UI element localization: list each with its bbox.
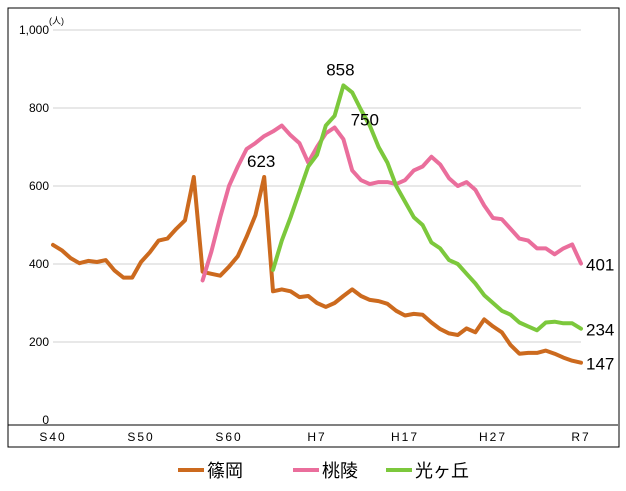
x-tick-label: H27 — [479, 430, 507, 444]
x-axis-ticks: S40 S50 S60 H7 H17 H27 R7 — [39, 430, 590, 444]
legend-label: 篠岡 — [207, 461, 243, 481]
y-tick-label: 800 — [29, 101, 49, 115]
data-labels: 623 858 750 401 234 147 — [247, 60, 614, 373]
x-tick-label: S50 — [127, 430, 154, 444]
y-tick-label: 1,000 — [19, 23, 49, 37]
y-tick-label: 200 — [29, 335, 49, 349]
x-tick-label: H7 — [307, 430, 326, 444]
series-lines — [51, 83, 583, 365]
y-tick-label: 600 — [29, 179, 49, 193]
plot-frame — [7, 7, 620, 448]
x-tick-label: S60 — [215, 430, 242, 444]
series-line — [271, 83, 583, 333]
y-tick-label: 400 — [29, 257, 49, 271]
data-label: 858 — [326, 60, 354, 79]
data-label: 147 — [586, 355, 614, 374]
legend-label: 光ヶ丘 — [415, 461, 469, 481]
data-label: 401 — [586, 256, 614, 275]
x-tick-label: S40 — [39, 430, 66, 444]
x-tick-label: R7 — [571, 430, 590, 444]
x-tick-label: H17 — [391, 430, 419, 444]
legend-label: 桃陵 — [322, 461, 358, 481]
y-axis-ticks: 0 200 400 600 800 1,000 — [19, 23, 49, 427]
legend: 篠岡 桃陵 光ヶ丘 — [178, 461, 469, 481]
y-tick-label: 0 — [42, 413, 49, 427]
y-axis-unit-label: (人) — [49, 16, 64, 26]
series-line — [51, 175, 583, 365]
data-label: 750 — [351, 111, 379, 130]
data-label: 234 — [586, 321, 614, 340]
series-line — [200, 123, 583, 283]
data-label: 623 — [247, 152, 275, 171]
